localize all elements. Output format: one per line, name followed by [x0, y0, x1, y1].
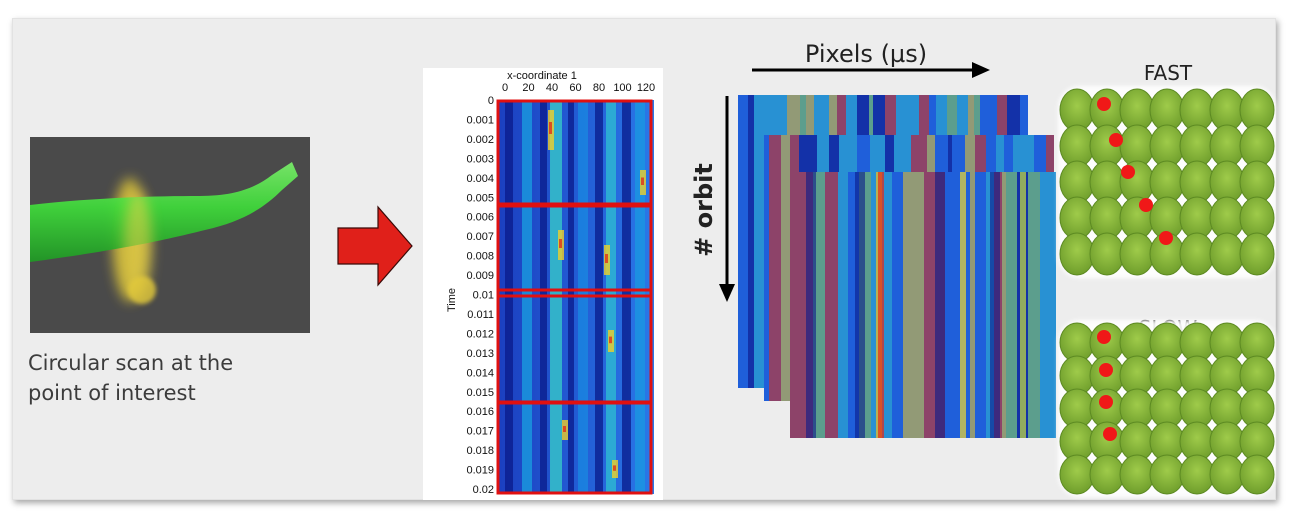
- fast-label: FAST: [1144, 61, 1193, 85]
- kymograph-y-tick: 0.004: [466, 173, 494, 185]
- scan-image-front: [790, 172, 1056, 438]
- kymograph-y-tick: 0.016: [466, 406, 494, 418]
- slow-scan-dot: [1099, 363, 1113, 377]
- kymograph-y-tick: 0.007: [466, 231, 494, 243]
- kymograph-x-title: x-coordinate 1: [507, 70, 577, 82]
- kymograph-x-tick: 100: [613, 82, 631, 94]
- kymograph-plot: x-coordinate 1 0 20 40 60 80 100 120 0 0.001 0.0…: [423, 68, 663, 500]
- kymograph-y-title: Time: [446, 288, 458, 312]
- kymograph-y-tick: 0: [488, 95, 494, 107]
- fast-scan-dot: [1121, 165, 1135, 179]
- fast-scan-dot: [1139, 198, 1153, 212]
- fast-scan-dot: [1109, 133, 1123, 147]
- kymograph-x-tick: 20: [522, 82, 534, 94]
- pixels-axis-label: Pixels (µs): [805, 40, 927, 68]
- fast-scan-dot: [1097, 97, 1111, 111]
- kymograph-y-tick: 0.019: [466, 465, 494, 477]
- slow-scan-dot: [1097, 330, 1111, 344]
- kymograph-y-tick: 0.02: [473, 484, 494, 496]
- kymograph-y-tick: 0.013: [466, 348, 494, 360]
- slow-pattern: [1058, 320, 1276, 497]
- kymograph-y-tick: 0.009: [466, 270, 494, 282]
- caption: Circular scan at the point of interest: [28, 351, 234, 405]
- kymograph-y-tick: 0.002: [466, 134, 494, 146]
- fast-scan-dot: [1159, 231, 1173, 245]
- kymograph-y-tick: 0.011: [467, 309, 494, 321]
- kymograph-y-tick: 0.01: [473, 290, 494, 302]
- microscope-image: [30, 137, 310, 333]
- kymograph-x-ticks: 0 20 40 60 80 100 120: [502, 82, 655, 94]
- scan-stack: [738, 95, 1056, 438]
- orbit-axis-label: # orbit: [690, 163, 718, 257]
- orbit-axis: # orbit: [690, 96, 735, 302]
- red-arrow: [337, 205, 413, 287]
- kymograph-x-tick: 120: [637, 82, 655, 94]
- pixels-axis: Pixels (µs): [752, 40, 990, 78]
- kymograph-y-tick: 0.005: [466, 192, 494, 204]
- fast-pattern: [1058, 86, 1276, 278]
- kymograph-y-tick: 0.014: [466, 367, 494, 379]
- kymograph-y-tick: 0.017: [466, 426, 494, 438]
- kymograph-y-tick: 0.015: [466, 387, 494, 399]
- kymograph-y-tick: 0.001: [466, 114, 494, 126]
- kymograph-selection-boxes: [496, 99, 653, 495]
- kymograph-y-tick: 0.018: [466, 445, 494, 457]
- slow-scan-dot: [1103, 427, 1117, 441]
- slow-scan-dot: [1099, 395, 1113, 409]
- kymograph-y-ticks: 0 0.001 0.002 0.003 0.004 0.005 0.006 0.007 0.00…: [466, 95, 494, 496]
- kymograph-y-tick: 0.006: [466, 212, 494, 224]
- kymograph-y-tick: 0.008: [466, 251, 494, 263]
- kymograph-x-tick: 40: [546, 82, 558, 94]
- kymograph-x-tick: 80: [593, 82, 605, 94]
- kymograph-y-tick: 0.012: [466, 328, 494, 340]
- kymograph-y-tick: 0.003: [466, 153, 494, 165]
- kymograph-x-tick: 0: [502, 82, 508, 94]
- kymograph-x-tick: 60: [569, 82, 581, 94]
